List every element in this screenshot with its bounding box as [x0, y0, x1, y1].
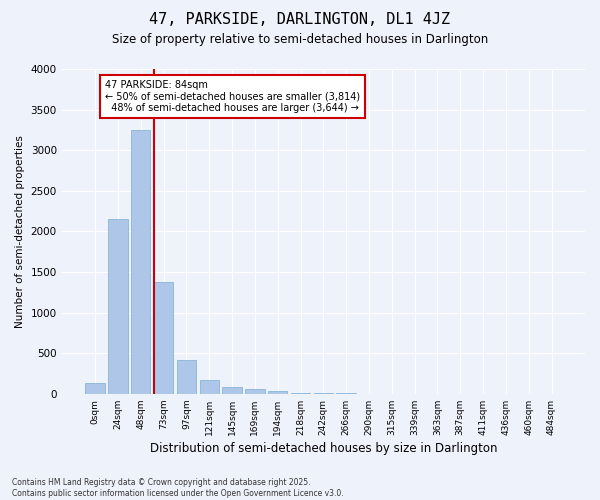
- Text: 47 PARKSIDE: 84sqm
← 50% of semi-detached houses are smaller (3,814)
  48% of se: 47 PARKSIDE: 84sqm ← 50% of semi-detache…: [105, 80, 360, 113]
- Bar: [177, 360, 196, 394]
- Bar: [245, 390, 265, 394]
- X-axis label: Distribution of semi-detached houses by size in Darlington: Distribution of semi-detached houses by …: [149, 442, 497, 455]
- Bar: [108, 219, 128, 394]
- Bar: [200, 380, 219, 394]
- Text: Size of property relative to semi-detached houses in Darlington: Size of property relative to semi-detach…: [112, 32, 488, 46]
- Y-axis label: Number of semi-detached properties: Number of semi-detached properties: [15, 135, 25, 328]
- Bar: [223, 387, 242, 394]
- Bar: [131, 130, 151, 394]
- Text: Contains HM Land Registry data © Crown copyright and database right 2025.
Contai: Contains HM Land Registry data © Crown c…: [12, 478, 344, 498]
- Bar: [268, 392, 287, 394]
- Bar: [314, 393, 333, 394]
- Bar: [291, 392, 310, 394]
- Bar: [85, 384, 105, 394]
- Text: 47, PARKSIDE, DARLINGTON, DL1 4JZ: 47, PARKSIDE, DARLINGTON, DL1 4JZ: [149, 12, 451, 28]
- Bar: [154, 282, 173, 394]
